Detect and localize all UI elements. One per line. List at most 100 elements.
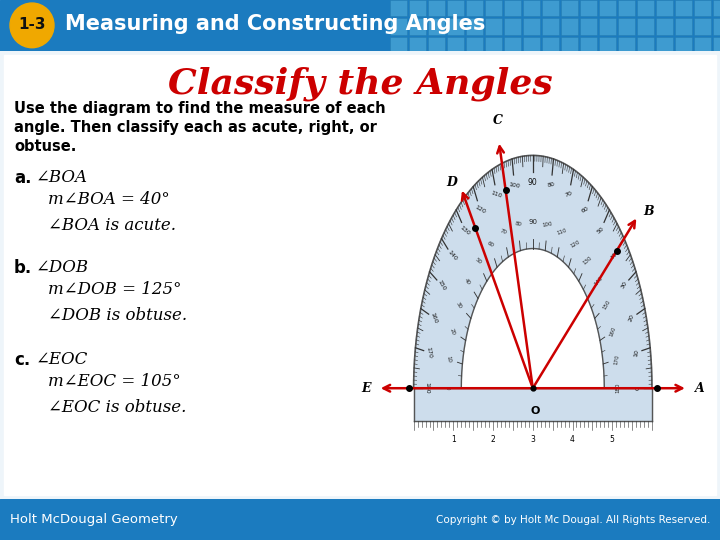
Bar <box>428 18 445 35</box>
Text: 50: 50 <box>474 256 482 265</box>
Text: 20: 20 <box>629 313 636 322</box>
Bar <box>504 0 521 16</box>
Text: 0: 0 <box>636 386 641 390</box>
Bar <box>485 18 502 35</box>
Text: ∠BOA: ∠BOA <box>36 169 88 186</box>
Text: 80: 80 <box>514 221 522 227</box>
Text: 20: 20 <box>449 327 456 335</box>
Bar <box>675 18 692 35</box>
Text: Holt McDougal Geometry: Holt McDougal Geometry <box>10 514 178 526</box>
Bar <box>618 18 635 35</box>
Text: Measuring and Constructing Angles: Measuring and Constructing Angles <box>65 15 485 35</box>
Text: 130: 130 <box>459 225 471 236</box>
Text: 160: 160 <box>608 326 617 337</box>
Text: 150: 150 <box>436 279 446 292</box>
Text: ∠DOB: ∠DOB <box>36 259 89 276</box>
Bar <box>580 37 597 53</box>
Bar <box>542 18 559 35</box>
Bar <box>694 0 711 16</box>
Text: 1: 1 <box>451 435 456 444</box>
Text: A: A <box>695 382 705 395</box>
Bar <box>523 18 540 35</box>
Bar <box>447 37 464 53</box>
Bar <box>390 0 407 16</box>
Bar <box>637 37 654 53</box>
Bar <box>656 0 673 16</box>
Bar <box>523 0 540 16</box>
Text: 70: 70 <box>564 191 573 198</box>
Text: 60: 60 <box>581 206 590 214</box>
Bar <box>656 18 673 35</box>
Bar <box>599 0 616 16</box>
Bar <box>428 37 445 53</box>
Text: O: O <box>531 406 540 416</box>
Bar <box>713 37 720 53</box>
Bar <box>599 37 616 53</box>
Bar <box>599 18 616 35</box>
Bar <box>466 0 483 16</box>
Bar <box>485 37 502 53</box>
Bar <box>637 0 654 16</box>
Bar <box>694 18 711 35</box>
Text: 1-3: 1-3 <box>18 17 46 32</box>
Text: m∠BOA = 40°: m∠BOA = 40° <box>48 191 170 208</box>
Text: 30: 30 <box>620 281 629 290</box>
Bar <box>504 18 521 35</box>
Text: 10: 10 <box>446 355 452 363</box>
Bar <box>409 18 426 35</box>
Text: 2: 2 <box>491 435 495 444</box>
Bar <box>542 0 559 16</box>
Bar <box>561 37 578 53</box>
Text: 70: 70 <box>500 228 508 235</box>
Text: ∠DOB is obtuse.: ∠DOB is obtuse. <box>48 307 187 324</box>
Text: 90: 90 <box>528 219 537 225</box>
Text: a.: a. <box>14 169 32 187</box>
Polygon shape <box>413 156 652 388</box>
Text: ∠EOC is obtuse.: ∠EOC is obtuse. <box>48 399 186 416</box>
Text: 110: 110 <box>556 228 568 236</box>
Bar <box>390 37 407 53</box>
Text: 150: 150 <box>602 299 611 311</box>
Bar <box>409 37 426 53</box>
Text: 120: 120 <box>570 239 581 249</box>
Bar <box>542 37 559 53</box>
Bar <box>504 37 521 53</box>
Text: B: B <box>643 205 654 218</box>
Text: E: E <box>361 382 371 395</box>
Text: m∠EOC = 105°: m∠EOC = 105° <box>48 373 181 390</box>
Text: Classify the Angles: Classify the Angles <box>168 67 552 102</box>
Text: 110: 110 <box>490 190 503 199</box>
Text: 120: 120 <box>474 205 487 215</box>
Bar <box>694 37 711 53</box>
Text: 0: 0 <box>445 387 450 390</box>
Bar <box>523 37 540 53</box>
Text: Copyright © by Holt Mc Dougal. All Rights Reserved.: Copyright © by Holt Mc Dougal. All Right… <box>436 515 710 525</box>
Bar <box>390 18 407 35</box>
Text: 100: 100 <box>542 221 553 228</box>
Bar <box>713 18 720 35</box>
Bar <box>447 0 464 16</box>
Text: C: C <box>492 114 503 127</box>
Text: ∠BOA is acute.: ∠BOA is acute. <box>48 217 176 234</box>
Text: c.: c. <box>14 351 30 369</box>
Text: 100: 100 <box>508 182 521 189</box>
Text: 3: 3 <box>531 435 535 444</box>
Text: 170: 170 <box>426 346 433 359</box>
Text: 30: 30 <box>455 301 463 309</box>
Bar <box>713 0 720 16</box>
Text: b.: b. <box>14 259 32 277</box>
Text: 50: 50 <box>596 226 606 235</box>
Text: 10: 10 <box>634 348 640 357</box>
Bar <box>485 0 502 16</box>
Text: 90: 90 <box>528 178 538 187</box>
Text: 60: 60 <box>486 240 495 248</box>
Bar <box>618 0 635 16</box>
Bar <box>466 18 483 35</box>
Text: 140: 140 <box>593 275 603 287</box>
Bar <box>580 18 597 35</box>
Text: angle. Then classify each as acute, right, or: angle. Then classify each as acute, righ… <box>14 120 377 135</box>
Circle shape <box>10 3 54 48</box>
Bar <box>561 18 578 35</box>
Bar <box>447 18 464 35</box>
Text: 140: 140 <box>446 249 458 262</box>
